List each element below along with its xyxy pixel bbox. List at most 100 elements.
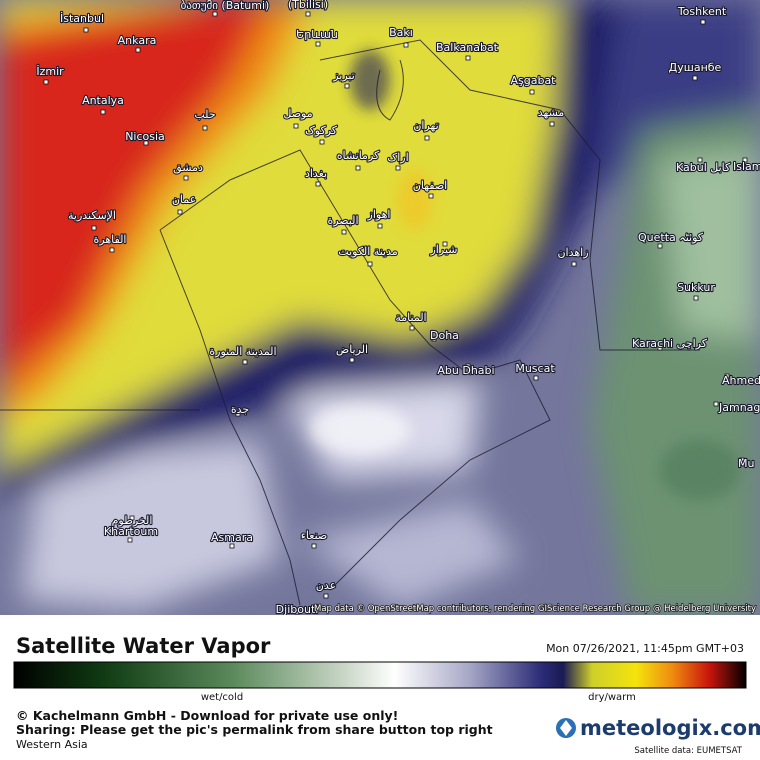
city-label: Muscat: [515, 362, 555, 375]
city-label: عمان: [172, 193, 196, 206]
city-marker: [367, 261, 373, 267]
city-label: المنامة: [395, 311, 426, 324]
imagery: [0, 0, 760, 615]
city-label: البصرة: [327, 214, 358, 227]
city-label: Asmara: [211, 531, 253, 544]
city-marker: [355, 165, 361, 171]
copyright: © Kachelmann GmbH - Download for private…: [16, 708, 398, 723]
city-marker: [697, 157, 703, 163]
title: Satellite Water Vapor: [16, 634, 271, 658]
city-label: Karachi کراچی: [632, 337, 708, 350]
city-label: الخرطوم: [112, 514, 153, 527]
city-marker: [344, 83, 350, 89]
city-label: Antalya: [82, 94, 124, 107]
city-label: ბათუმი (Batumi): [181, 0, 270, 12]
city-label: جدة: [231, 403, 249, 416]
satellite-map: İstanbul Ankara İzmir Antalya Nicosia ბათუმი …: [0, 0, 760, 616]
city-marker: [657, 345, 663, 351]
city-marker: [571, 261, 577, 267]
city-marker: [693, 295, 699, 301]
city-label: Ahmed: [722, 374, 760, 387]
borders: [0, 39, 700, 606]
city-marker: [549, 121, 555, 127]
city-label: صنعاء: [301, 529, 328, 542]
city-label: تهران: [413, 119, 438, 132]
city-label: مشهد: [538, 106, 565, 119]
brand-logo: [556, 718, 576, 738]
city-marker: [235, 411, 241, 417]
footer: Satellite Water Vapor Mon 07/26/2021, 11…: [0, 615, 760, 760]
legend-high-label: dry/warm: [588, 692, 636, 703]
city-marker: [692, 75, 698, 81]
city-label: Երևան: [296, 28, 338, 41]
city-label: موصل: [283, 107, 312, 120]
city-marker: [183, 175, 189, 181]
city-marker: [109, 247, 115, 253]
timestamp: Mon 07/26/2021, 11:45pm GMT+03: [546, 642, 744, 655]
city-label: کرکوک: [305, 124, 338, 137]
city-marker: [657, 243, 663, 249]
city-marker: [724, 373, 730, 379]
city-marker: [341, 229, 347, 235]
city-label: Mu: [738, 457, 754, 470]
city-label: اراک: [387, 151, 408, 164]
city-label: اهواز: [367, 208, 391, 221]
city-marker: [100, 109, 106, 115]
city-label: Nicosia: [125, 130, 165, 143]
city-marker: [442, 241, 448, 247]
city-label: المدينة المنورة: [209, 345, 276, 358]
city-label: Balkanabat: [436, 41, 499, 54]
city-marker: [135, 47, 141, 53]
city-marker: [177, 209, 183, 215]
legend-low-label: wet/cold: [201, 692, 243, 703]
city-marker: [349, 357, 355, 363]
city-label: تبریز: [332, 69, 355, 82]
city-label: بغداد: [305, 167, 327, 180]
city-marker: [465, 55, 471, 61]
region: Western Asia: [16, 738, 88, 751]
sharing-note: Sharing: Please get the pic's permalink …: [16, 722, 493, 737]
city-marker: [294, 609, 300, 615]
city-marker: [315, 181, 321, 187]
city-marker: [319, 139, 325, 145]
texture: [310, 50, 740, 500]
city-marker: [395, 165, 401, 171]
city-label: Jamnaga: [718, 401, 760, 414]
city-marker: [242, 359, 248, 365]
city-label: Khartoum: [104, 525, 158, 538]
city-marker: [143, 140, 149, 146]
city-label: Islam: [733, 160, 760, 173]
city-label: حلب: [194, 108, 215, 121]
city-label: Kabul کابل: [676, 161, 731, 174]
city-label: Djibouti: [276, 603, 319, 616]
city-label: الرياض: [336, 343, 368, 356]
city-marker: [529, 89, 535, 95]
city-label: زاهدان: [557, 246, 588, 259]
city-label: دمشق: [173, 161, 203, 175]
map-attribution: Map data © OpenStreetMap contributors, r…: [314, 604, 756, 614]
city-marker: [377, 223, 383, 229]
city-marker: [293, 123, 299, 129]
city-label: (Tbilisi): [288, 0, 328, 11]
city-marker: [403, 42, 409, 48]
city-marker: [83, 27, 89, 33]
city-marker: [43, 79, 49, 85]
city-label: Душанбе: [669, 61, 722, 74]
city-marker: [129, 515, 135, 521]
city-label: Abu Dhabi: [437, 364, 494, 377]
city-marker: [315, 41, 321, 47]
city-marker: [533, 375, 539, 381]
city-marker: [428, 193, 434, 199]
city-marker: [305, 11, 311, 17]
city-marker: [229, 543, 235, 549]
city-marker: [409, 325, 415, 331]
city-label: عدن: [316, 579, 336, 592]
city-label: Bakı: [389, 26, 413, 39]
city-label: Ankara: [118, 34, 157, 47]
city-label: Doha: [430, 329, 459, 342]
city-label: كرمانشاه: [337, 149, 380, 162]
city-marker: [91, 225, 97, 231]
data-source: Satellite data: EUMETSAT: [634, 746, 742, 756]
city-label: القاهرة: [94, 233, 127, 246]
